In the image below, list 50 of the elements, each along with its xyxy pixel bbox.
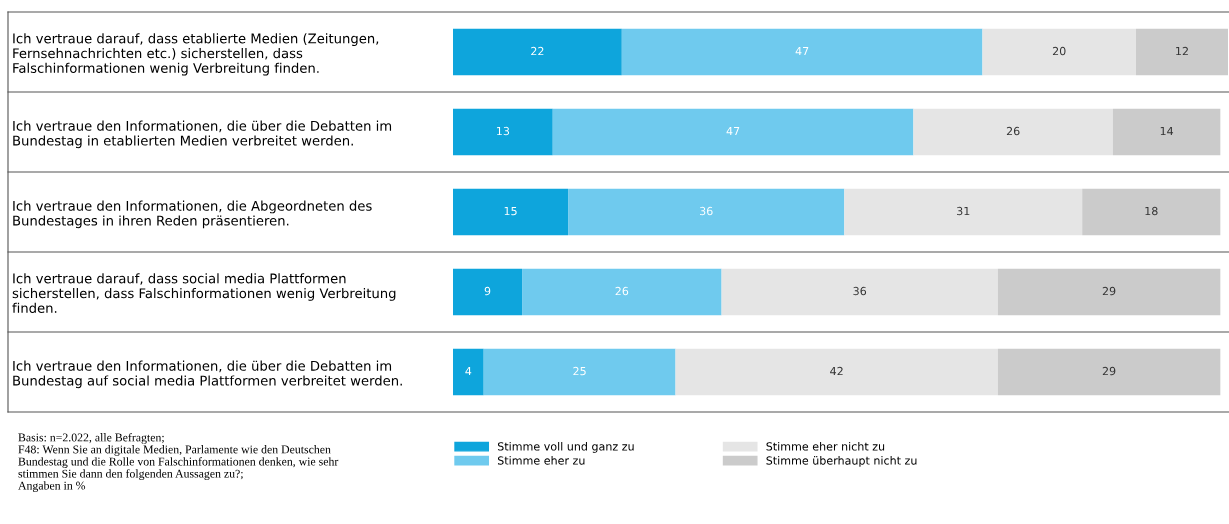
bar	[568, 188, 845, 236]
data-label: 36	[853, 286, 867, 296]
y-tick-label: Ich vertraue den Informationen, die Abgeordneten des Bundestages in ihren Reden präsentieren.	[13, 200, 372, 229]
bar	[844, 188, 1083, 236]
data-label: 22	[531, 46, 544, 56]
bar	[552, 108, 914, 156]
bar	[913, 108, 1113, 156]
bar	[1135, 28, 1228, 76]
data-label: 25	[573, 366, 586, 376]
bar	[675, 348, 998, 396]
data-label: 29	[1102, 366, 1116, 376]
data-label: 31	[957, 206, 970, 216]
bar	[621, 28, 983, 76]
data-label: 12	[1176, 46, 1188, 56]
data-label: 47	[726, 126, 740, 136]
y-tick-label: Ich vertraue darauf, dass social media Plattformen sicherstellen, dass Falschinformationen wenig Verbreitung finden.	[12, 273, 396, 313]
data-label: 13	[497, 126, 510, 136]
bar	[522, 268, 722, 316]
legend-label: Stimme überhaupt nicht zu	[766, 456, 917, 467]
data-label: 26	[615, 286, 629, 296]
bar	[1082, 188, 1221, 236]
data-label: 42	[830, 366, 843, 376]
bar	[997, 268, 1221, 316]
bar	[453, 348, 484, 396]
data-label: 20	[1052, 46, 1066, 56]
y-tick-label: Ich vertraue den Informationen, die über die Debatten im Bundestag auf social media Plattformen verbreitet werden.	[13, 360, 402, 389]
bar	[483, 348, 676, 396]
data-label: 29	[1102, 286, 1116, 296]
legend-label: Stimme eher nicht zu	[766, 442, 885, 451]
bar	[453, 108, 553, 156]
bar	[453, 188, 569, 236]
data-label: 47	[795, 46, 809, 56]
bar	[1112, 108, 1221, 156]
bar	[453, 28, 622, 76]
data-label: 9	[484, 286, 491, 296]
bar	[721, 268, 998, 316]
y-tick-label: Ich vertraue den Informationen, die über die Debatten im Bundestag in etablierten Medien verbreitet werden.	[13, 120, 392, 149]
data-label: 4	[465, 366, 472, 376]
y-tick-label: Ich vertraue darauf, dass etablierte Medien (Zeitungen, Fernsehnachrichten etc.) sicherstellen, dass Falschinformationen wenig Verbreitung finden.	[13, 33, 379, 76]
legend-label: Stimme voll und ganz zu	[497, 442, 634, 453]
data-label: 26	[1006, 126, 1020, 136]
data-label: 18	[1145, 206, 1158, 216]
data-label: 14	[1160, 126, 1174, 136]
bar	[982, 28, 1136, 76]
bar	[997, 348, 1221, 396]
data-label: 36	[700, 206, 713, 216]
legend-label: Stimme eher zu	[497, 456, 585, 465]
bar	[453, 268, 523, 316]
data-label: 15	[504, 206, 517, 216]
text: Basis: n=2.022, alle Befragten; F48: Wenn Sie an digitale Medien, Parlamente wie den Deutschen Bundestag und die Rolle von Falschinformationen denken, wie sehr stimmen Sie dann den folgenden Aussagen zu?; Angaben in %	[18, 433, 339, 493]
